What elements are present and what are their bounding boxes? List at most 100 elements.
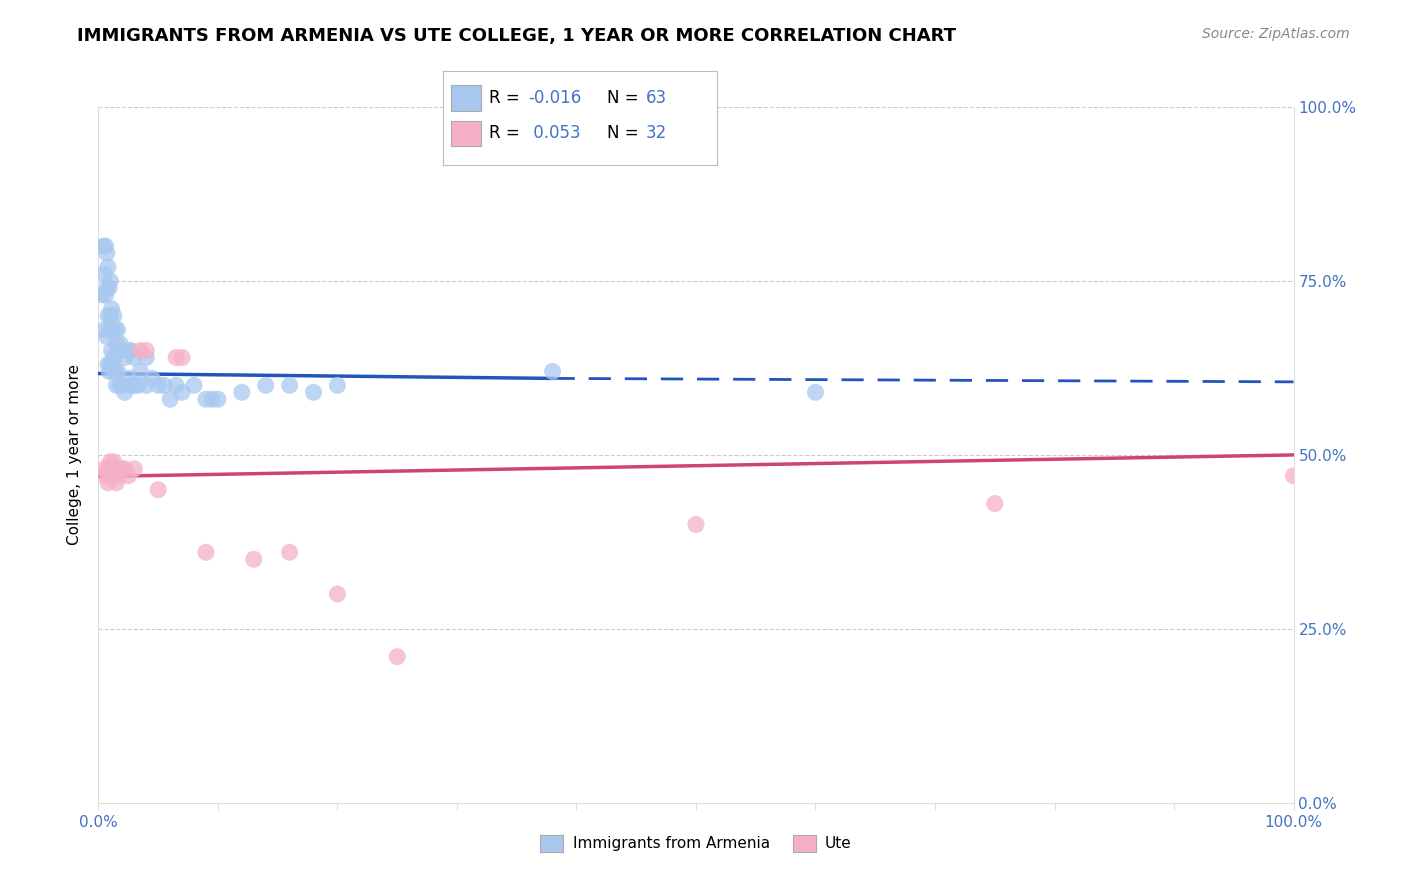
Point (127, 378, 149, 392)
Point (101, 364, 124, 378)
Point (97, 260, 120, 274)
Point (111, 462, 134, 476)
Point (105, 378, 128, 392)
Point (96, 281, 118, 295)
Point (104, 462, 127, 476)
Point (165, 378, 187, 392)
Point (385, 649, 409, 664)
Point (111, 378, 134, 392)
Point (231, 385, 253, 400)
Point (804, 385, 827, 400)
Point (98, 358, 122, 372)
Point (195, 545, 218, 559)
Point (172, 351, 194, 365)
Point (96, 246, 118, 260)
Point (278, 545, 301, 559)
Point (124, 378, 146, 392)
Legend: Immigrants from Armenia, Ute: Immigrants from Armenia, Ute (534, 829, 858, 858)
Point (100, 462, 122, 476)
Point (153, 378, 176, 392)
Point (107, 462, 129, 476)
Point (103, 309, 125, 323)
Point (165, 351, 187, 365)
Point (129, 343, 152, 358)
Text: N =: N = (607, 89, 644, 107)
Point (124, 462, 146, 476)
Point (91, 239, 114, 253)
Text: 32: 32 (645, 124, 666, 142)
Point (103, 351, 125, 365)
Point (100, 343, 122, 358)
Point (111, 343, 134, 358)
Point (114, 462, 136, 476)
Point (117, 468, 139, 483)
Point (135, 351, 157, 365)
Point (1282, 468, 1305, 483)
Point (120, 343, 142, 358)
Point (93, 462, 115, 476)
Point (172, 385, 194, 400)
Point (91, 288, 114, 302)
Point (97, 462, 120, 476)
Point (105, 336, 128, 351)
Point (94, 288, 117, 302)
Point (135, 343, 157, 358)
Point (98, 468, 122, 483)
Point (98, 309, 122, 323)
Point (201, 392, 224, 407)
Point (124, 351, 146, 365)
Bar (451, 86, 481, 112)
Point (108, 378, 131, 392)
Text: 0.053: 0.053 (527, 124, 581, 142)
Point (93, 267, 115, 281)
Point (183, 378, 205, 392)
Point (326, 378, 349, 392)
Point (105, 475, 128, 490)
Text: R =: R = (489, 89, 526, 107)
Point (97, 475, 120, 490)
Point (107, 364, 129, 378)
Point (94, 468, 117, 483)
Text: 63: 63 (645, 89, 666, 107)
Point (141, 371, 163, 385)
Point (94, 239, 117, 253)
Text: IMMIGRANTS FROM ARMENIA VS UTE COLLEGE, 1 YEAR OR MORE CORRELATION CHART: IMMIGRANTS FROM ARMENIA VS UTE COLLEGE, … (77, 27, 956, 45)
Point (302, 385, 325, 400)
Point (104, 323, 127, 337)
Text: Source: ZipAtlas.com: Source: ZipAtlas.com (1202, 27, 1350, 41)
Point (93, 323, 115, 337)
Point (101, 468, 124, 483)
Text: N =: N = (607, 124, 644, 142)
Point (541, 364, 564, 378)
Point (278, 378, 301, 392)
Y-axis label: College, 1 year or more: College, 1 year or more (67, 365, 83, 545)
Point (108, 336, 131, 351)
Point (685, 517, 707, 532)
Point (254, 378, 277, 392)
Point (98, 468, 121, 483)
Point (114, 351, 136, 365)
Point (984, 497, 1007, 511)
Point (326, 587, 349, 601)
Point (96, 329, 118, 343)
Point (120, 378, 142, 392)
Point (104, 364, 127, 378)
Point (107, 468, 129, 483)
Point (101, 323, 124, 337)
Point (207, 392, 229, 407)
Text: R =: R = (489, 124, 526, 142)
Point (195, 392, 218, 407)
Point (97, 358, 120, 372)
Point (148, 378, 170, 392)
Point (97, 309, 120, 323)
Point (98, 323, 121, 337)
Point (107, 323, 129, 337)
Text: -0.016: -0.016 (527, 89, 581, 107)
Point (148, 483, 170, 497)
Point (117, 371, 139, 385)
Point (98, 274, 122, 288)
Point (98, 364, 121, 378)
Point (129, 364, 152, 378)
Point (114, 385, 136, 400)
Point (108, 462, 131, 476)
